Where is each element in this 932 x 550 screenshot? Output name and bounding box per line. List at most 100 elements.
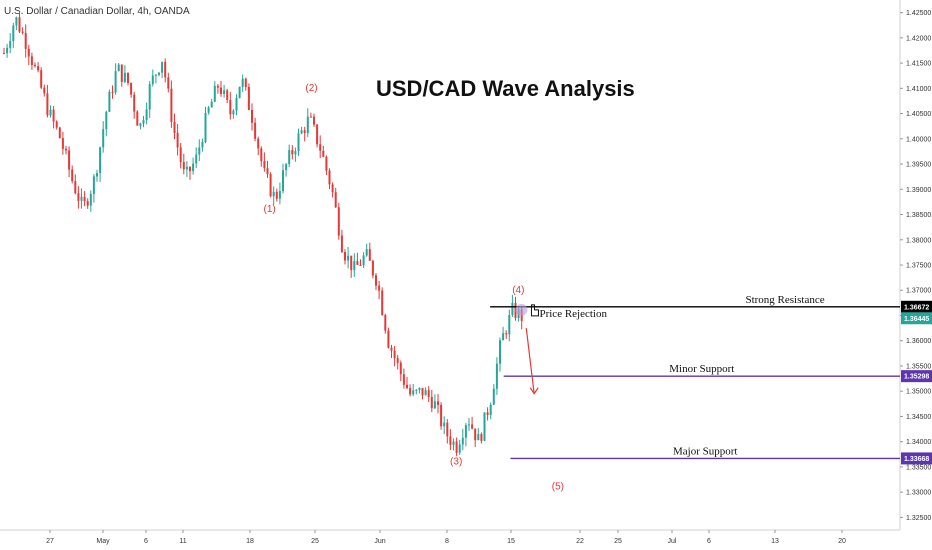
candle-body bbox=[46, 93, 49, 116]
candle-body bbox=[471, 424, 474, 429]
candle-body bbox=[182, 162, 185, 170]
candle-body bbox=[127, 72, 129, 83]
candle-body bbox=[111, 91, 114, 93]
y-tick-label: 1.37500 bbox=[906, 263, 931, 270]
wave-label: (2) bbox=[305, 83, 317, 94]
candle-body bbox=[130, 82, 133, 95]
candle-body bbox=[89, 193, 92, 206]
candle-body bbox=[412, 390, 415, 395]
x-tick-label: 15 bbox=[507, 538, 515, 545]
candle-body bbox=[483, 412, 486, 441]
candle-body bbox=[303, 130, 306, 134]
down-arrow-head bbox=[529, 387, 539, 395]
candle-body bbox=[185, 166, 188, 170]
hand-pointer-icon bbox=[530, 304, 539, 317]
candle-body bbox=[108, 91, 111, 112]
level-price-tag bbox=[901, 452, 932, 465]
candle-body bbox=[6, 47, 9, 54]
candle-body bbox=[331, 184, 334, 193]
candle-body bbox=[508, 314, 511, 335]
current-price-text: 1.36445 bbox=[904, 316, 929, 323]
candle-body bbox=[164, 61, 167, 78]
candle-body bbox=[61, 138, 64, 149]
candle-body bbox=[337, 207, 340, 236]
candle-body bbox=[468, 424, 470, 426]
candle-body bbox=[350, 255, 353, 271]
x-tick-label: 18 bbox=[246, 538, 254, 545]
candle-body bbox=[285, 164, 288, 171]
candle-body bbox=[272, 191, 275, 197]
candle-body bbox=[40, 70, 43, 88]
candle-body bbox=[424, 390, 427, 396]
candle-body bbox=[458, 444, 461, 453]
candle-body bbox=[176, 132, 179, 148]
candle-body bbox=[37, 66, 40, 71]
y-tick-label: 1.35000 bbox=[906, 389, 931, 396]
candle-body bbox=[136, 111, 139, 126]
y-tick-label: 1.39500 bbox=[906, 162, 931, 169]
candle-body bbox=[309, 116, 312, 118]
candle-body bbox=[288, 150, 291, 165]
rejection-highlight bbox=[515, 303, 528, 316]
x-tick-label: 20 bbox=[838, 538, 846, 545]
candle-body bbox=[201, 141, 204, 148]
candle-body bbox=[52, 109, 55, 122]
y-tick-label: 1.40500 bbox=[906, 111, 931, 118]
candle-body bbox=[99, 147, 102, 174]
x-tick-label: 6 bbox=[707, 538, 711, 545]
candle-body bbox=[477, 434, 480, 441]
symbol-info: U.S. Dollar / Canadian Dollar, 4h, OANDA bbox=[4, 6, 190, 17]
x-tick-label: 25 bbox=[311, 538, 319, 545]
candle-body bbox=[148, 84, 151, 110]
candle-body bbox=[145, 109, 148, 121]
chart-title: USD/CAD Wave Analysis bbox=[376, 76, 635, 101]
candle-body bbox=[344, 252, 346, 261]
x-tick-label: 13 bbox=[771, 538, 779, 545]
candle-body bbox=[347, 255, 350, 261]
y-tick-label: 1.41500 bbox=[906, 61, 931, 68]
candle-body bbox=[83, 196, 86, 202]
candle-body bbox=[306, 116, 309, 134]
candle-body bbox=[384, 315, 387, 331]
candle-body bbox=[502, 333, 505, 341]
candle-body bbox=[356, 261, 359, 265]
candle-body bbox=[238, 86, 241, 98]
candle-body bbox=[418, 387, 421, 390]
candle-body bbox=[505, 333, 508, 335]
candle-body bbox=[173, 121, 176, 133]
candle-body bbox=[328, 170, 331, 185]
candle-body bbox=[362, 255, 365, 266]
candle-body bbox=[226, 90, 229, 101]
wave-label: (1) bbox=[264, 204, 276, 215]
candle-body bbox=[21, 31, 24, 33]
level-price-tag-text: 1.33668 bbox=[904, 456, 929, 463]
down-arrow bbox=[525, 328, 535, 394]
y-tick-label: 1.38500 bbox=[906, 212, 931, 219]
candle-body bbox=[387, 330, 390, 348]
level-price-tag-text: 1.36672 bbox=[904, 304, 929, 311]
candle-body bbox=[161, 61, 164, 73]
candle-body bbox=[55, 121, 58, 128]
candle-body bbox=[443, 422, 446, 427]
candle-body bbox=[151, 75, 154, 85]
level-label: Minor Support bbox=[669, 363, 734, 375]
candle-body bbox=[24, 32, 27, 49]
candle-body bbox=[251, 109, 253, 123]
candle-body bbox=[158, 72, 160, 75]
candle-body bbox=[430, 396, 433, 409]
candle-body bbox=[210, 101, 213, 108]
y-tick-label: 1.34500 bbox=[906, 414, 931, 421]
candle-body bbox=[167, 77, 170, 89]
candle-body bbox=[402, 374, 405, 385]
candle-body bbox=[92, 176, 95, 194]
candle-body bbox=[297, 133, 300, 152]
candle-body bbox=[18, 17, 21, 32]
level-price-tag-text: 1.35298 bbox=[904, 374, 929, 381]
candle-body bbox=[375, 275, 377, 286]
candle-body bbox=[282, 170, 284, 192]
candle-body bbox=[117, 64, 120, 72]
candle-body bbox=[102, 129, 105, 148]
candle-body bbox=[229, 100, 232, 115]
candle-body bbox=[489, 404, 492, 415]
